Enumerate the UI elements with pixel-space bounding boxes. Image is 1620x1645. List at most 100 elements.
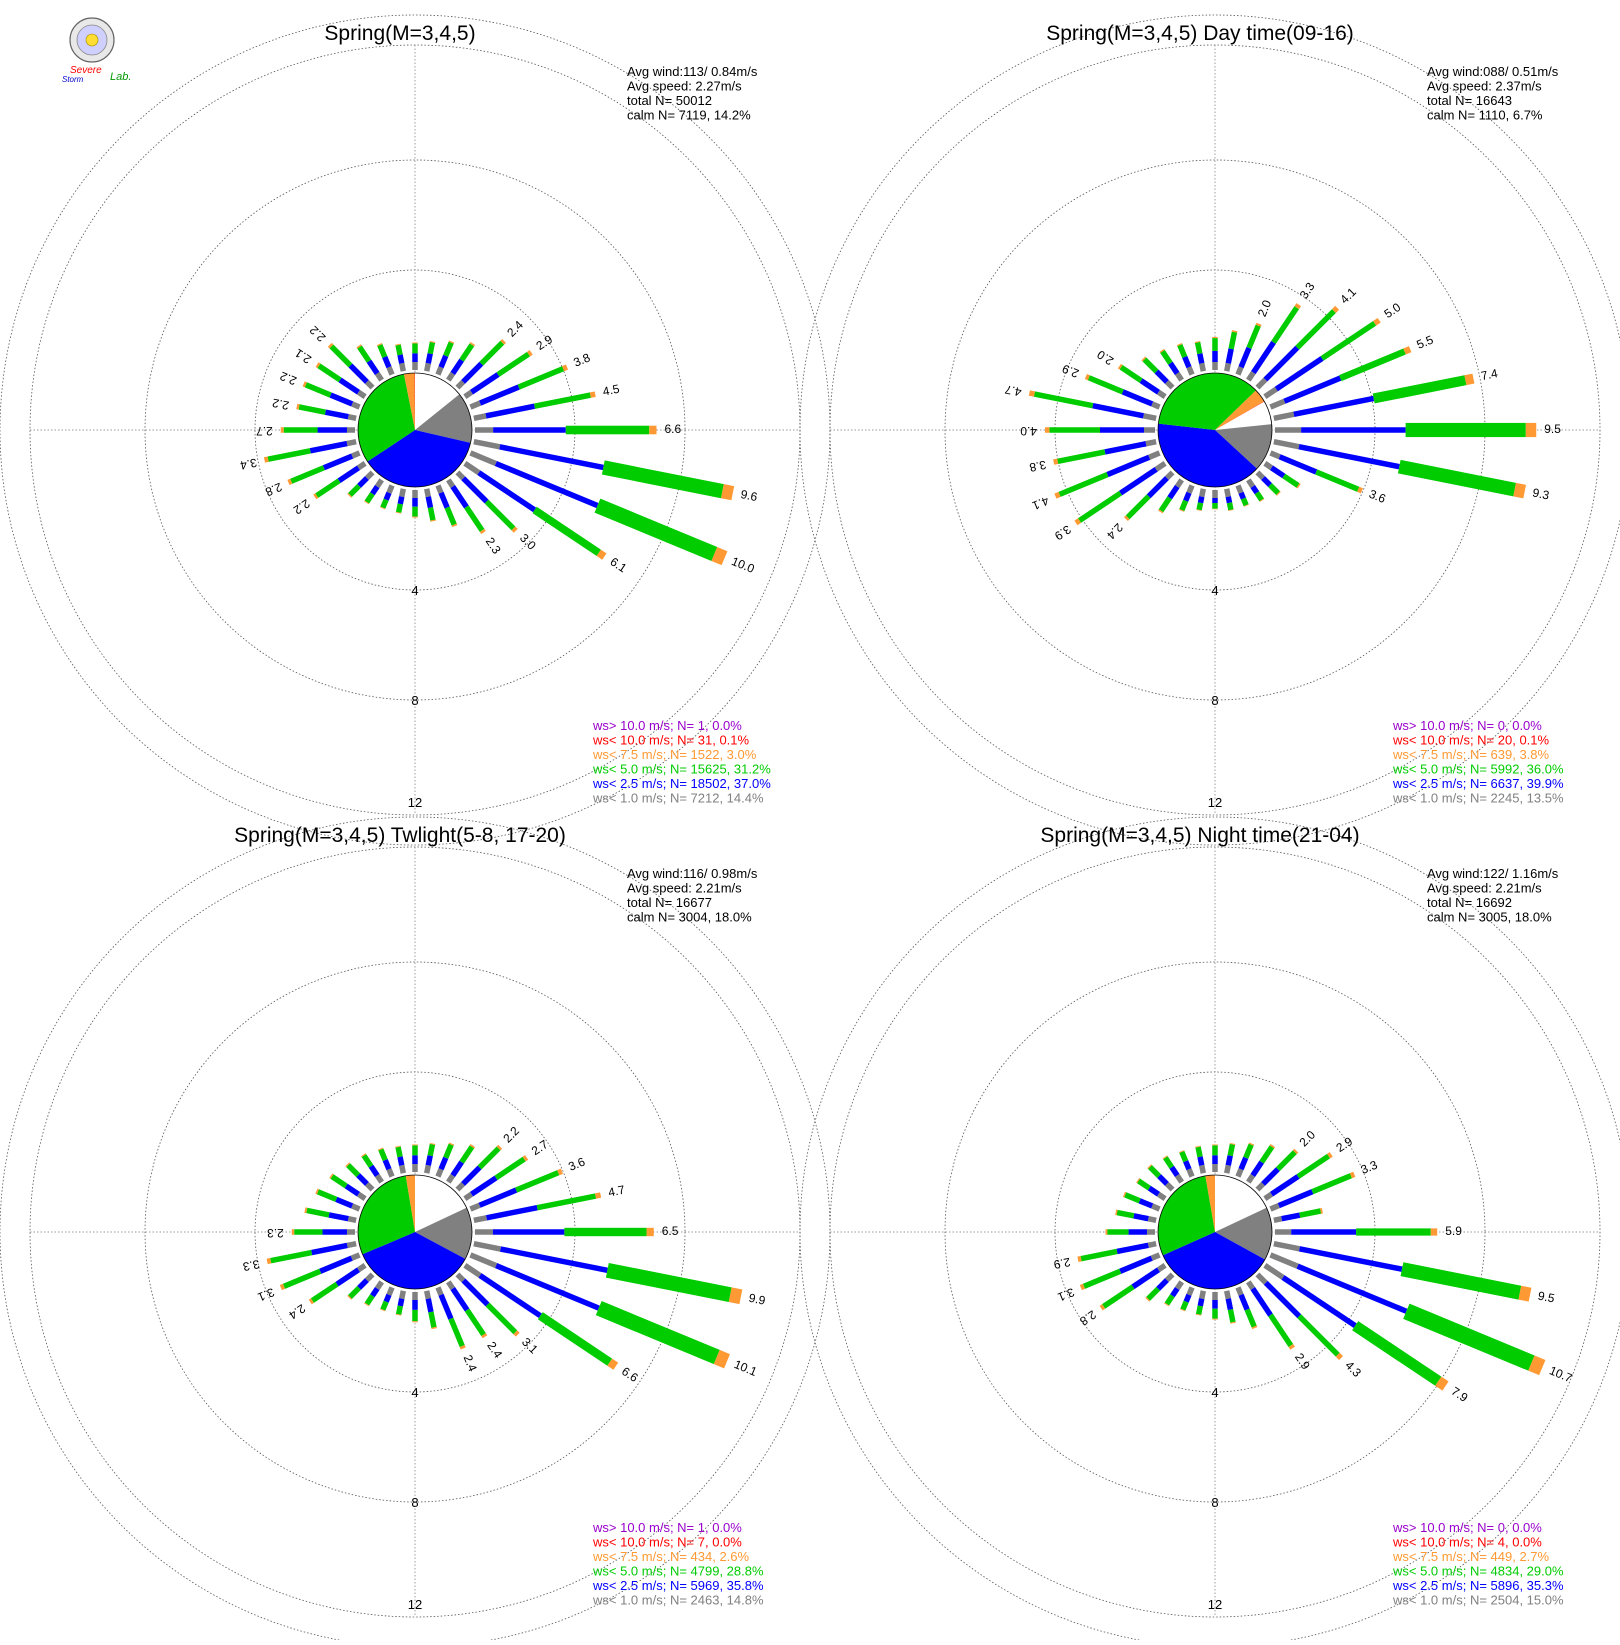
segment-lt2_5: [499, 444, 604, 470]
bar-value-label: 2.2: [278, 369, 299, 388]
bar-value-label: 2.2: [271, 396, 290, 413]
segment-lt5: [459, 1145, 474, 1163]
segment-lt5: [1159, 496, 1172, 512]
segment-lt2_5: [462, 1279, 490, 1307]
segment-lt5: [305, 382, 332, 397]
segment-lt1: [412, 1292, 418, 1300]
direction-bar: [281, 427, 355, 433]
scale-label: 4: [1211, 1385, 1218, 1400]
segment-lt2_5: [1299, 1246, 1403, 1272]
scale-label: 4: [411, 583, 418, 598]
segment-lt5: [443, 342, 454, 357]
segment-lt5: [357, 346, 371, 363]
bar-value-label: 2.4: [484, 1339, 505, 1361]
bar-value-label: 2.4: [504, 318, 526, 340]
bar-value-label: 9.5: [1544, 422, 1561, 436]
segment-lt5: [396, 503, 403, 512]
segment-lt5: [317, 1189, 337, 1202]
segment-lt5: [448, 1318, 464, 1347]
segment-lt2_5: [319, 1256, 353, 1274]
segment-lt1: [1224, 1165, 1231, 1174]
segment-lt5: [564, 1228, 646, 1236]
segment-lt2_5: [450, 1287, 469, 1311]
bar-value-label: 3.1: [255, 1285, 276, 1304]
segment-lt2_5: [1212, 1300, 1218, 1309]
segment-lt2_5: [412, 1155, 418, 1164]
segment-lt5: [497, 352, 531, 377]
segment-lt5: [412, 1310, 418, 1321]
segment-lt1: [1273, 1216, 1282, 1223]
bar-value-label: 2.8: [1077, 1307, 1099, 1328]
bar-value-label: 4.3: [1342, 1358, 1364, 1380]
scale-label: 8: [411, 1495, 418, 1510]
segment-lt5: [331, 1174, 348, 1188]
scale-label: 8: [1211, 1495, 1218, 1510]
bar-value-label: 6.6: [665, 422, 682, 436]
segment-lt5: [1212, 1145, 1218, 1155]
segment-lt2_5: [1261, 1167, 1280, 1186]
segment-lt5: [1124, 1192, 1141, 1203]
bar-value-label: 2.9: [1060, 361, 1081, 380]
segment-lt7_5: [412, 1321, 418, 1322]
bar-value-label: 4.7: [1003, 382, 1022, 399]
segment-lt5: [1146, 1287, 1160, 1301]
segment-lt1: [1147, 1229, 1155, 1235]
logo-star: [86, 34, 98, 46]
segment-lt1: [463, 461, 480, 475]
direction-bar: [1212, 1145, 1218, 1173]
direction-bar: [395, 1146, 406, 1174]
direction-bar: [1115, 1210, 1157, 1223]
segment-lt5: [1059, 472, 1109, 497]
bar-value-label: 3.3: [1359, 1158, 1380, 1177]
bar-value-label: 3.0: [517, 531, 539, 553]
segment-lt2_5: [438, 1157, 448, 1170]
segment-lt2_5: [311, 1243, 348, 1255]
segment-lt2_5: [1281, 1212, 1300, 1221]
bar-value-label: 2.9: [1292, 1351, 1313, 1373]
segment-lt5: [1315, 469, 1359, 492]
direction-bar: [1177, 343, 1195, 376]
segment-lt5: [1179, 1151, 1188, 1162]
direction-bar: [1235, 1142, 1254, 1177]
segment-lt1: [1269, 1252, 1298, 1268]
direction-bar: [1224, 1290, 1236, 1323]
segment-lt5: [443, 1144, 454, 1159]
segment-lt2_5: [325, 409, 349, 419]
segment-lt1: [1212, 362, 1218, 370]
direction-bar: [1235, 484, 1249, 506]
bar-value-label: 3.4: [239, 455, 258, 472]
segment-lt5: [1107, 1229, 1128, 1235]
segment-lt2_5: [493, 427, 566, 433]
bar-value-label: 3.8: [571, 350, 592, 369]
segment-lt2_5: [1155, 370, 1169, 384]
segment-lt2_5: [1238, 1294, 1249, 1311]
segment-lt5: [1401, 1262, 1522, 1299]
segment-lt2_5: [1119, 1256, 1153, 1274]
segment-lt1: [347, 1229, 355, 1235]
segment-lt5: [1282, 474, 1299, 488]
direction-bar: [412, 1292, 418, 1322]
segment-lt5: [1228, 332, 1237, 350]
direction-bar: [1196, 488, 1206, 511]
chart-title: Spring(M=3,4,5): [324, 22, 475, 45]
segment-lt1: [1148, 1241, 1157, 1248]
segment-lt5: [412, 1145, 418, 1155]
bar-value-label: 4.1: [1337, 285, 1359, 307]
segment-lt7_5: [649, 426, 656, 435]
segment-lt2_5: [461, 1165, 481, 1185]
legend-entry: ws< 2.5 m/s; N= 5969, 35.8%: [592, 1578, 764, 1593]
bar-value-label: 9.3: [1531, 485, 1550, 502]
segment-lt1: [346, 439, 356, 446]
direction-bar: [455, 1145, 502, 1192]
segment-lt7_5: [412, 343, 418, 344]
segment-lt5: [1276, 1150, 1297, 1171]
direction-bar: [1179, 1150, 1195, 1178]
segment-lt5: [1126, 494, 1151, 519]
segment-lt1: [1199, 488, 1206, 497]
segment-lt2_5: [1281, 1275, 1356, 1328]
segment-lt7_5: [412, 517, 418, 518]
legend-entry: ws< 1.0 m/s; N= 7212, 14.4%: [592, 791, 764, 806]
bar-value-label: 2.4: [461, 1353, 480, 1374]
segment-lt1: [1148, 450, 1161, 459]
